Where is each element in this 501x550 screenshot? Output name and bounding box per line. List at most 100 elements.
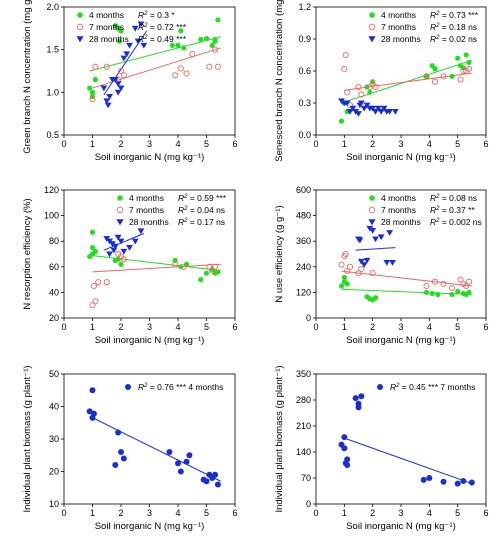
legend-stat: R2 = 0.3 * — [138, 10, 175, 20]
data-point — [116, 38, 123, 44]
x-axis-label: Soil inorganic N (mg kg⁻¹) — [95, 335, 205, 346]
y-tick-label: 0.0 — [298, 130, 311, 140]
y-tick-label: 70 — [301, 473, 311, 483]
data-point — [349, 105, 357, 112]
data-point — [457, 76, 464, 83]
x-axis-label: Soil inorganic N (mg kg⁻¹) — [346, 152, 456, 163]
data-point — [120, 72, 127, 79]
y-tick-label: 30 — [49, 434, 59, 444]
data-point — [420, 476, 427, 483]
x-tick-label: 6 — [232, 508, 237, 518]
data-point — [460, 67, 467, 75]
legend-label: 28 months — [381, 34, 421, 44]
y-tick-label: 1.5 — [46, 45, 59, 55]
data-point — [115, 256, 121, 262]
data-point — [120, 455, 127, 462]
data-point — [369, 195, 375, 201]
data-point — [455, 55, 461, 61]
data-point — [341, 274, 347, 281]
y-tick-label: 50 — [49, 369, 59, 379]
legend-label: 7 months — [381, 22, 416, 32]
y-tick-label: 350 — [296, 369, 311, 379]
data-point — [440, 478, 447, 485]
y-tick-label: 40 — [49, 287, 59, 297]
y-tick-label: 0.6 — [298, 66, 311, 76]
legend-label: 28 months — [381, 217, 421, 227]
x-tick-label: 0 — [313, 139, 318, 149]
legend-label: 4 months — [129, 193, 164, 203]
data-point — [92, 63, 99, 70]
data-point — [117, 85, 125, 92]
data-point — [389, 259, 396, 266]
legend-stat: R2 = 0.02 ns — [430, 34, 477, 44]
legend-stat: R2 = 0.08 ns — [430, 193, 477, 203]
data-point — [355, 111, 362, 117]
data-point — [344, 268, 351, 275]
data-point — [343, 100, 351, 107]
x-tick-label: 4 — [175, 322, 180, 332]
data-point — [87, 85, 93, 91]
data-point — [183, 70, 190, 77]
x-axis-label: Soil inorganic N (mg kg⁻¹) — [95, 152, 205, 163]
data-point — [386, 108, 394, 115]
legend-label: 4 months — [381, 193, 416, 203]
x-tick-label: 1 — [90, 322, 95, 332]
y-tick-label: 20 — [49, 467, 59, 477]
x-tick-label: 5 — [204, 508, 209, 518]
data-point — [183, 261, 190, 267]
x-tick-label: 5 — [204, 139, 209, 149]
data-point — [111, 243, 119, 250]
x-tick-label: 1 — [342, 508, 347, 518]
data-point — [212, 36, 218, 43]
data-point — [423, 73, 430, 79]
data-point — [377, 384, 383, 390]
data-point — [346, 263, 354, 270]
x-tick-label: 3 — [147, 322, 152, 332]
data-point — [95, 279, 102, 286]
legend-stat: R2 = 0.37 ** — [430, 205, 475, 215]
data-point — [180, 263, 187, 270]
data-point — [358, 393, 365, 400]
y-tick-label: 140 — [296, 447, 311, 457]
data-point — [103, 279, 110, 286]
data-point — [344, 281, 350, 287]
data-point — [465, 278, 473, 285]
data-point — [116, 219, 124, 226]
x-tick-label: 1 — [90, 139, 95, 149]
x-tick-label: 0 — [313, 508, 318, 518]
data-point — [186, 452, 193, 459]
data-point — [104, 102, 112, 109]
data-point — [126, 42, 133, 49]
x-tick-label: 3 — [398, 508, 403, 518]
data-point — [181, 45, 187, 51]
data-point — [431, 278, 439, 285]
data-point — [215, 269, 221, 275]
legend-stat: R2 = 0.49 *** — [138, 34, 187, 44]
data-point — [103, 63, 110, 70]
legend-stat: R2 = 0.73 *** — [430, 10, 479, 20]
data-point — [203, 35, 210, 42]
data-point — [92, 76, 98, 83]
x-axis-label: Soil inorganic N (mg kg⁻¹) — [95, 521, 205, 532]
x-tick-label: 0 — [313, 322, 318, 332]
data-point — [92, 298, 99, 305]
y-tick-label: 1.0 — [46, 87, 59, 97]
data-point — [125, 384, 131, 390]
data-point — [457, 276, 464, 283]
legend-stat: R2 = 0.002 ns — [430, 217, 482, 227]
data-point — [369, 227, 377, 234]
x-tick-label: 0 — [61, 322, 66, 332]
y-axis-label: Individual plant biomass (g plant⁻¹) — [22, 365, 33, 512]
data-point — [215, 17, 221, 23]
data-point — [368, 23, 376, 31]
x-tick-label: 6 — [483, 322, 488, 332]
x-tick-label: 2 — [370, 322, 375, 332]
legend-label: 7 months — [381, 205, 416, 215]
y-tick-label: 120 — [44, 185, 59, 195]
data-point — [114, 89, 122, 96]
x-tick-label: 3 — [147, 508, 152, 518]
data-point — [111, 76, 119, 83]
data-point — [89, 89, 96, 95]
data-point — [367, 89, 373, 95]
